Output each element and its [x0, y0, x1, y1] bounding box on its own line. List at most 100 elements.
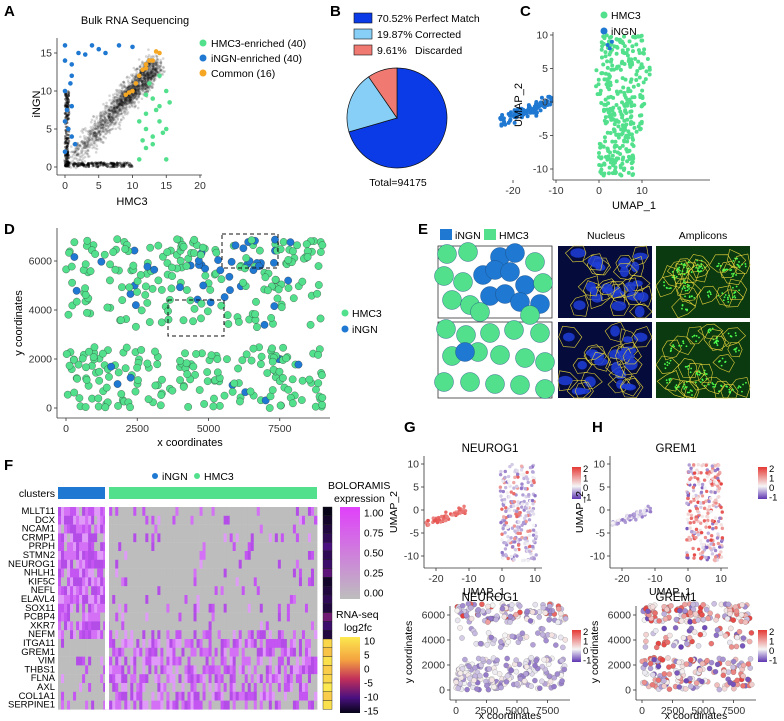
hmc3-cell — [82, 376, 91, 384]
heatmap-cell — [175, 665, 179, 675]
heatmap-cell — [253, 647, 258, 657]
heatmap-cell — [70, 595, 74, 604]
heatmap-cell — [91, 559, 95, 569]
hmc3-cell — [606, 171, 611, 176]
heatmap-cell — [238, 612, 243, 622]
gene-point — [148, 85, 152, 89]
heatmap-cell — [193, 595, 197, 604]
heatmap-cell — [67, 612, 71, 622]
gene-point — [140, 79, 143, 83]
heatmap-cell — [61, 515, 65, 525]
gene-point — [110, 116, 113, 120]
heatmap-cell — [217, 515, 222, 525]
ingn-enriched-point — [72, 141, 78, 147]
heatmap-cell — [307, 639, 312, 648]
panel-a-density-cloud — [63, 48, 167, 170]
heatmap-cell — [313, 551, 318, 560]
amplicon-dot — [714, 385, 716, 388]
gene-point — [143, 85, 147, 88]
hmc3-cell — [601, 144, 606, 149]
heatmap-cell — [82, 603, 86, 613]
hmc3-cell — [629, 109, 634, 114]
heatmap-cell — [199, 647, 203, 657]
hmc3-cell — [234, 364, 242, 373]
gene-point — [111, 106, 114, 110]
heatmap-cell — [160, 542, 164, 552]
gene-point — [109, 123, 113, 126]
gene-point — [154, 61, 158, 65]
heatmap-cell — [133, 586, 137, 596]
hmc3-cell — [201, 271, 210, 280]
hmc3-cell — [510, 375, 530, 395]
heatmap-cell — [229, 568, 234, 578]
gene-point — [113, 108, 117, 112]
gene-point — [147, 86, 150, 90]
gene-point — [146, 77, 150, 81]
heatmap-cell — [280, 595, 285, 604]
heatmap-cell — [181, 630, 185, 640]
hmc3-cell — [146, 243, 155, 252]
heatmap-cell — [76, 603, 80, 613]
heatmap-cell — [226, 568, 231, 578]
hmc3-cell — [268, 344, 276, 353]
heatmap-cell — [250, 586, 255, 596]
hmc3-cell — [638, 126, 643, 131]
heatmap-cell — [211, 595, 216, 604]
gene-point — [99, 161, 103, 164]
amplicon-dot — [696, 373, 699, 376]
heatmap-cell — [166, 665, 170, 675]
heatmap-cell — [265, 559, 270, 569]
heatmap-cell — [313, 647, 318, 657]
heatmap-cell — [262, 559, 267, 569]
heatmap-cell — [211, 647, 216, 657]
amplicon-dot — [691, 394, 693, 396]
gene-point — [120, 103, 124, 107]
gene-point — [115, 161, 119, 165]
hmc3-cell — [631, 84, 636, 89]
heatmap-cell — [151, 595, 155, 604]
heatmap-cell — [295, 603, 300, 613]
heatmap-cell — [310, 577, 315, 587]
gene-point — [64, 155, 67, 158]
ingn-cell — [199, 281, 208, 290]
hmc3-enriched-point — [157, 119, 162, 124]
gene-point — [134, 87, 138, 91]
heatmap-cell — [130, 542, 134, 552]
gene-point — [139, 77, 143, 81]
amplicon-dot — [664, 367, 667, 370]
heatmap-cell — [91, 647, 95, 657]
heatmap-cell — [151, 656, 155, 666]
hmc3-cell — [647, 72, 652, 77]
heatmap-cell — [109, 612, 113, 622]
gene-point — [119, 103, 123, 106]
heatmap-cell — [109, 568, 113, 578]
hmc3-cell — [597, 141, 602, 146]
heatmap-cell — [145, 507, 149, 516]
heatmap-cell — [127, 639, 131, 648]
gene-point — [121, 107, 124, 111]
gene-point — [71, 163, 75, 167]
gene-point — [145, 83, 148, 87]
heatmap-cell — [130, 507, 134, 516]
heatmap-cell — [175, 612, 179, 622]
heatmap-cell — [259, 542, 264, 552]
heatmap-cell — [100, 533, 104, 543]
heatmap-cell — [58, 551, 62, 560]
heatmap-cell — [223, 639, 228, 648]
gene-point — [115, 106, 118, 109]
heatmap-cell — [61, 595, 65, 604]
heatmap-cell — [259, 630, 264, 640]
hmc3-cell — [620, 48, 625, 53]
heatmap-cell — [88, 577, 92, 587]
heatmap-cell — [223, 647, 228, 657]
heatmap-cell — [295, 507, 300, 516]
heatmap-cell — [79, 507, 83, 516]
hmc3-cell — [212, 248, 221, 257]
panel-c-ytick-label: 10 — [536, 30, 548, 42]
heatmap-cell — [67, 630, 71, 640]
hmc3-cell — [86, 267, 95, 275]
legend-hmc3-dot — [199, 39, 207, 47]
heatmap-cell — [85, 542, 89, 552]
heatmap-cell — [133, 647, 137, 657]
gene-point — [79, 144, 82, 148]
